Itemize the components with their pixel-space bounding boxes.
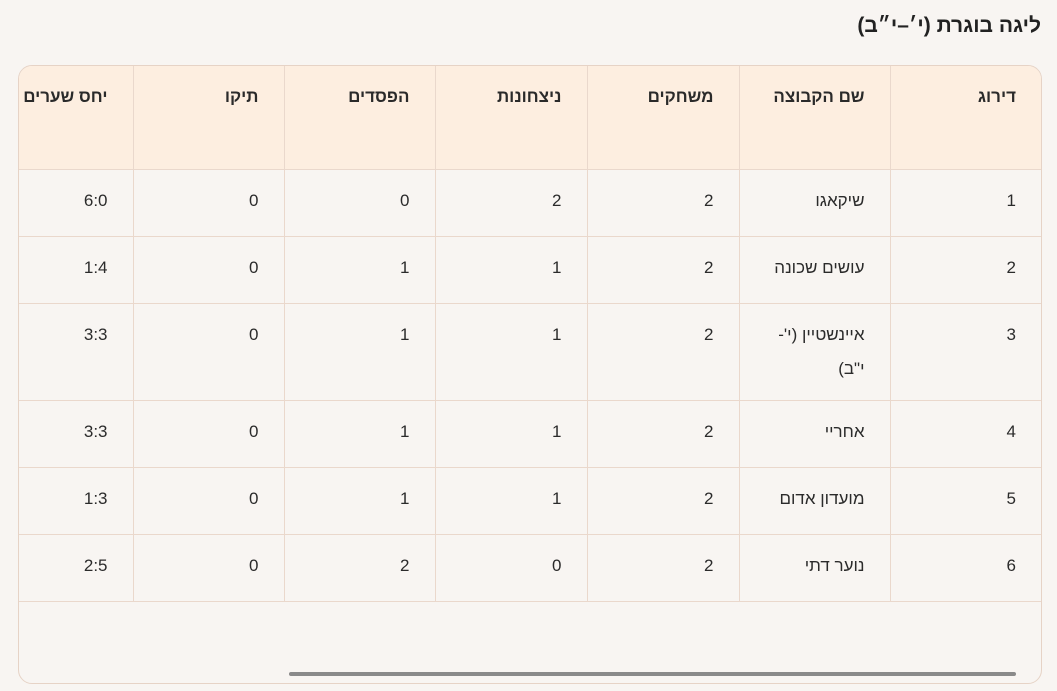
cell-team-name: שיקאגו bbox=[738, 169, 891, 237]
cell-games: 2 bbox=[586, 400, 740, 468]
cell-wins: 1 bbox=[434, 303, 588, 401]
cell-rank: 3 bbox=[889, 303, 1041, 401]
table-row: 1 שיקאגו 2 2 0 0 6:0 bbox=[19, 169, 1041, 237]
cell-team-name: נוער דתי bbox=[738, 534, 891, 602]
cell-games: 2 bbox=[586, 534, 740, 602]
cell-wins: 1 bbox=[434, 236, 588, 304]
table-row: 3 איינשטיין (י'-י"ב) 2 1 1 0 3:3 bbox=[19, 303, 1041, 401]
cell-goal-ratio: 1:4 bbox=[19, 236, 134, 304]
cell-losses: 1 bbox=[283, 236, 436, 304]
cell-team-name: עושים שכונה bbox=[738, 236, 891, 304]
cell-rank: 5 bbox=[889, 467, 1041, 535]
column-header-team-name: שם הקבוצה bbox=[738, 66, 891, 170]
cell-team-name: אחריי bbox=[738, 400, 891, 468]
cell-games: 2 bbox=[586, 236, 740, 304]
cell-goal-ratio: 3:3 bbox=[19, 303, 134, 401]
cell-team-name: איינשטיין (י'-י"ב) bbox=[738, 303, 891, 401]
table-row: 6 נוער דתי 2 0 2 0 2:5 bbox=[19, 534, 1041, 602]
cell-games: 2 bbox=[586, 467, 740, 535]
cell-draws: 0 bbox=[132, 169, 285, 237]
cell-losses: 1 bbox=[283, 303, 436, 401]
cell-goal-ratio: 1:3 bbox=[19, 467, 134, 535]
cell-goal-ratio: 2:5 bbox=[19, 534, 134, 602]
cell-goal-ratio: 3:3 bbox=[19, 400, 134, 468]
cell-losses: 1 bbox=[283, 467, 436, 535]
header-row: דירוג שם הקבוצה משחקים ניצחונות הפסדים תיקו יח… bbox=[19, 66, 1041, 170]
cell-wins: 1 bbox=[434, 400, 588, 468]
cell-wins: 2 bbox=[434, 169, 588, 237]
column-header-wins: ניצחונות bbox=[434, 66, 588, 170]
column-header-goal-ratio: יחס שערים bbox=[19, 66, 134, 170]
cell-rank: 4 bbox=[889, 400, 1041, 468]
table-row: 4 אחריי 2 1 1 0 3:3 bbox=[19, 400, 1041, 468]
standings-table-container[interactable]: דירוג שם הקבוצה משחקים ניצחונות הפסדים תיקו יח… bbox=[18, 65, 1042, 684]
cell-games: 2 bbox=[586, 169, 740, 237]
cell-rank: 6 bbox=[889, 534, 1041, 602]
column-header-losses: הפסדים bbox=[283, 66, 436, 170]
cell-wins: 0 bbox=[434, 534, 588, 602]
cell-losses: 1 bbox=[283, 400, 436, 468]
cell-draws: 0 bbox=[132, 303, 285, 401]
standings-table: דירוג שם הקבוצה משחקים ניצחונות הפסדים תיקו יח… bbox=[19, 66, 1041, 602]
column-header-games: משחקים bbox=[586, 66, 740, 170]
cell-goal-ratio: 6:0 bbox=[19, 169, 134, 237]
cell-losses: 0 bbox=[283, 169, 436, 237]
cell-losses: 2 bbox=[283, 534, 436, 602]
cell-draws: 0 bbox=[132, 236, 285, 304]
table-row: 2 עושים שכונה 2 1 1 0 1:4 bbox=[19, 236, 1041, 304]
cell-wins: 1 bbox=[434, 467, 588, 535]
cell-draws: 0 bbox=[132, 467, 285, 535]
table-row: 5 מועדון אדום 2 1 1 0 1:3 bbox=[19, 467, 1041, 535]
cell-rank: 2 bbox=[889, 236, 1041, 304]
cell-team-name: מועדון אדום bbox=[738, 467, 891, 535]
column-header-draws: תיקו bbox=[132, 66, 285, 170]
cell-rank: 1 bbox=[889, 169, 1041, 237]
cell-draws: 0 bbox=[132, 534, 285, 602]
horizontal-scrollbar[interactable] bbox=[289, 672, 1016, 676]
cell-draws: 0 bbox=[132, 400, 285, 468]
cell-games: 2 bbox=[586, 303, 740, 401]
page-title: ליגה בוגרת (י׳–י״ב) bbox=[857, 14, 1041, 37]
column-header-rank: דירוג bbox=[889, 66, 1041, 170]
